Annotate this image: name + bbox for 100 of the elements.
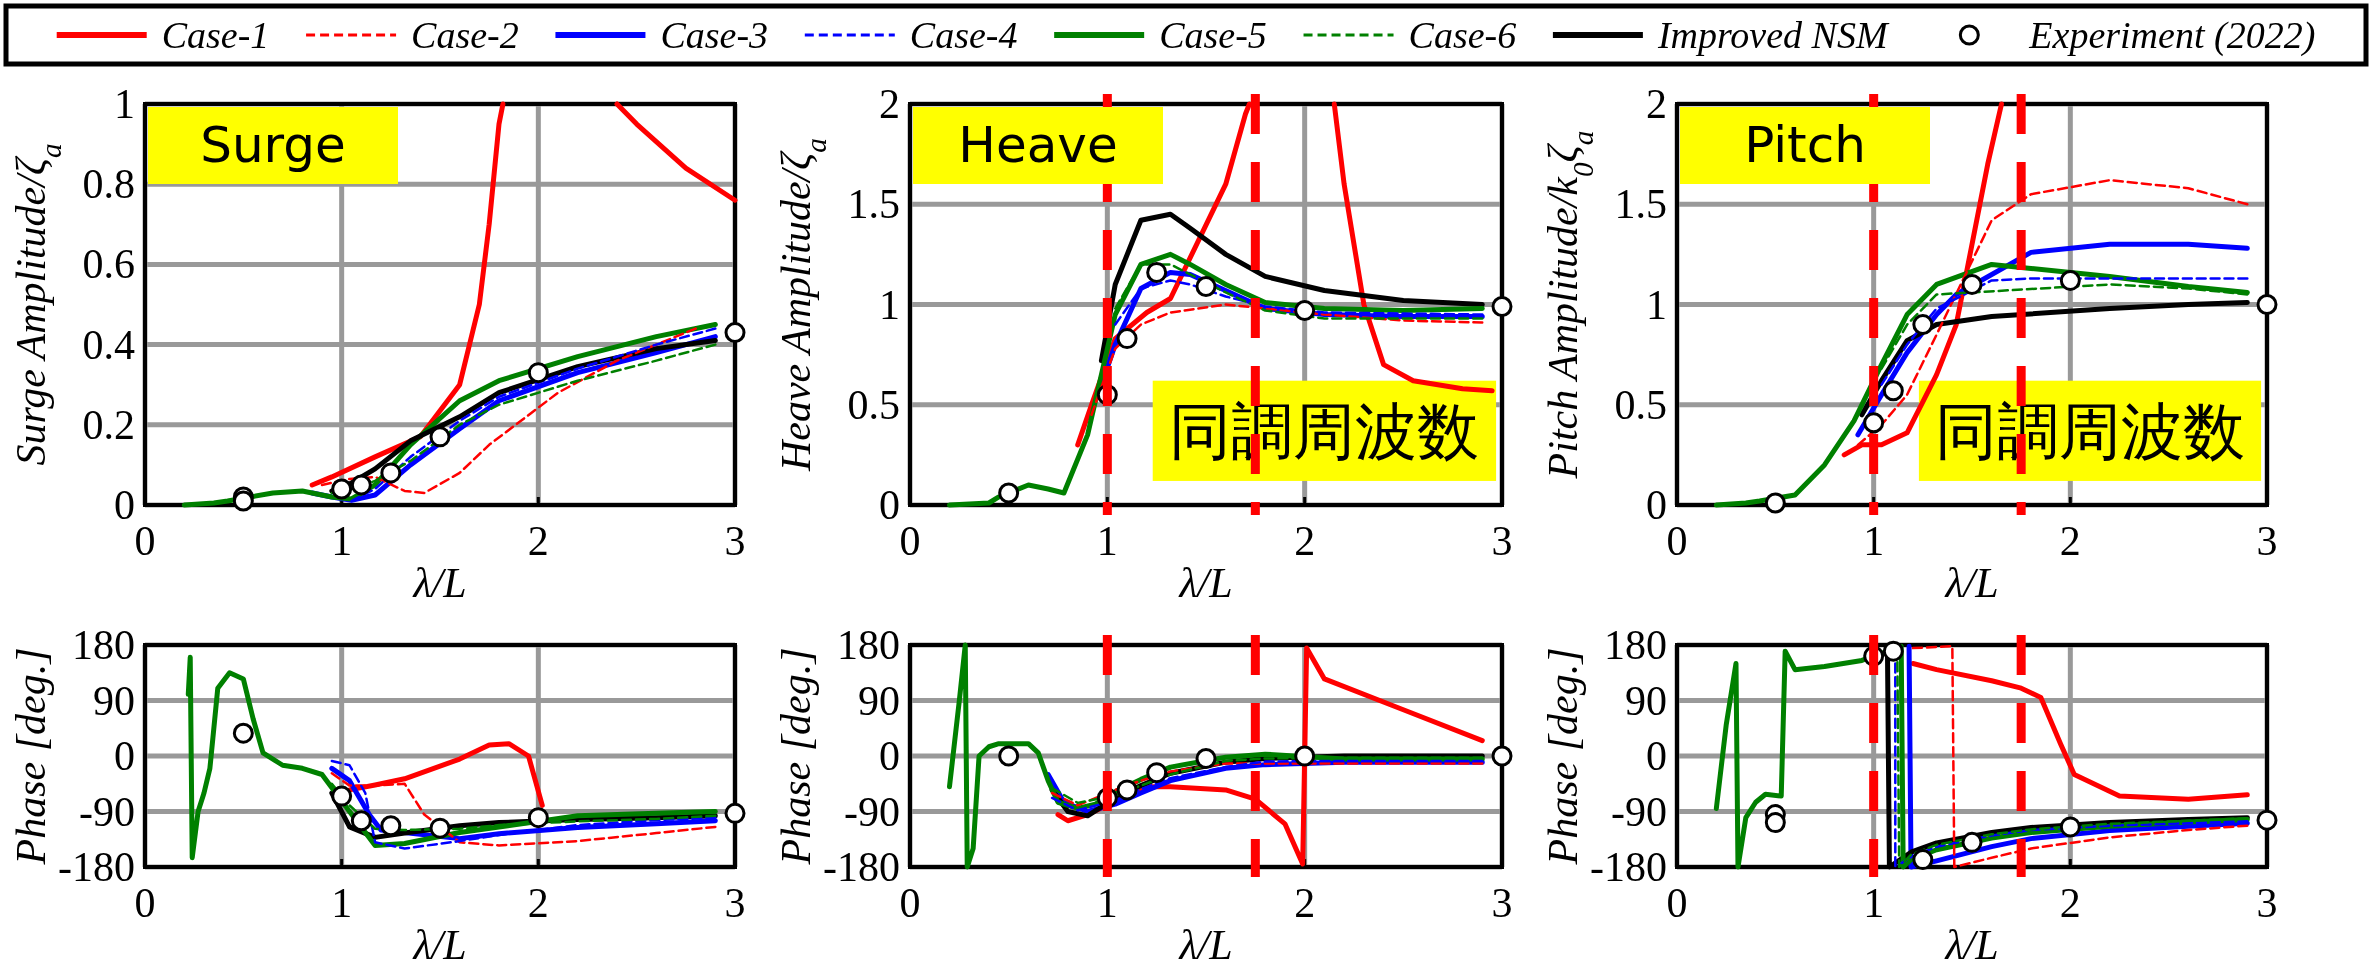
chart-title: Surge [200,116,346,174]
x-tick-label: 2 [2059,880,2081,926]
point [380,815,402,837]
x-tick-label: 1 [1863,518,1885,564]
y-axis-title: Phase [deg.] [1540,647,1586,866]
x-tick-label: 2 [1294,880,1316,926]
point [380,462,402,484]
y-tick-label: 180 [837,622,900,668]
x-tick-label: 1 [331,880,353,926]
point [724,322,746,344]
x-tick-label: 2 [527,880,549,926]
x-tick-label: 2 [527,518,549,564]
legend-label: Experiment (2022) [2028,14,2316,57]
x-tick-label: 1 [331,518,353,564]
point [527,362,549,384]
legend-label: Case-5 [1159,14,1267,56]
x-tick-label: 2 [2059,518,2081,564]
point [527,807,549,829]
y-tick-label: 90 [1625,677,1667,724]
point [350,810,372,832]
point [1491,296,1513,318]
legend-label: Improved NSM [1656,14,1890,56]
x-tick-label: 3 [2256,518,2278,564]
y-tick-label: -90 [1611,788,1667,835]
point [1491,745,1513,767]
y-tick-label: 0.4 [82,321,135,368]
y-tick-label: 1.5 [1614,181,1667,228]
y-tick-label: 0.6 [82,241,135,288]
point [1146,762,1168,784]
point [2059,816,2081,838]
point [1961,273,1983,295]
y-tick-label: 0.5 [1614,381,1667,428]
x-axis-title: λ/L [411,560,467,606]
y-tick-label: 0 [879,482,900,528]
x-axis-title: λ/L [1943,560,1999,606]
y-tick-label: 0 [1646,482,1667,528]
x-tick-label: 3 [1491,518,1513,564]
y-tick-label: -90 [844,788,900,835]
x-tick-label: 3 [724,518,746,564]
x-axis-title: λ/L [1943,922,1999,968]
x-tick-label: 1 [1096,880,1118,926]
y-tick-label: 0 [114,733,135,779]
point [1882,380,1904,402]
point [2256,809,2278,831]
point [232,722,254,744]
point [1116,328,1138,350]
legend-label: Case-1 [161,14,270,56]
point [429,426,451,448]
y-tick-label: 180 [72,622,135,668]
point [998,745,1020,767]
point [429,817,451,839]
y-tick-label: 1 [879,281,900,328]
x-tick-label: 3 [1491,880,1513,926]
y-tick-label: 0 [1646,733,1667,779]
point [724,802,746,824]
legend-label: Case-4 [909,14,1018,56]
x-axis-title: λ/L [411,922,467,968]
x-tick-label: 1 [1863,880,1885,926]
y-tick-label: 2 [1646,81,1667,127]
point [1764,812,1786,834]
x-axis-title: λ/L [1177,560,1233,606]
y-tick-label: 0.2 [82,401,135,448]
x-tick-label: 1 [1096,518,1118,564]
chart-title: Heave [958,116,1118,174]
y-tick-label: 90 [93,677,135,724]
point [1863,412,1885,434]
x-tick-label: 3 [724,880,746,926]
point [331,785,353,807]
point [1882,640,1904,662]
x-axis-title: λ/L [1177,922,1233,968]
point [1912,849,1934,871]
chart-title: Pitch [1744,116,1866,174]
x-tick-label: 3 [2256,880,2278,926]
y-tick-label: 0.8 [82,161,135,208]
point [1764,492,1786,514]
y-tick-label: 0 [114,482,135,528]
y-tick-label: 0 [879,733,900,779]
legend-label: Case-2 [411,14,519,56]
point [998,482,1020,504]
y-tick-label: 180 [1604,622,1667,668]
point [2059,269,2081,291]
point [2256,294,2278,315]
point [331,478,353,500]
point [1294,300,1316,322]
y-tick-label: 1 [1646,281,1667,328]
point [1912,314,1934,336]
y-tick-label: 90 [858,677,900,724]
y-tick-label: -90 [79,788,135,835]
point [1294,745,1316,767]
y-tick-label: -180 [823,844,900,890]
point [1116,779,1138,801]
y-axis-title: Phase [deg.] [8,647,54,866]
legend-label: Case-6 [1408,14,1517,56]
point [350,474,372,496]
y-tick-label: 2 [879,81,900,127]
point [1146,261,1168,283]
y-tick-label: -180 [1590,844,1667,890]
y-tick-label: 1.5 [847,181,900,228]
point [1195,275,1217,297]
x-tick-label: 2 [1294,518,1316,564]
